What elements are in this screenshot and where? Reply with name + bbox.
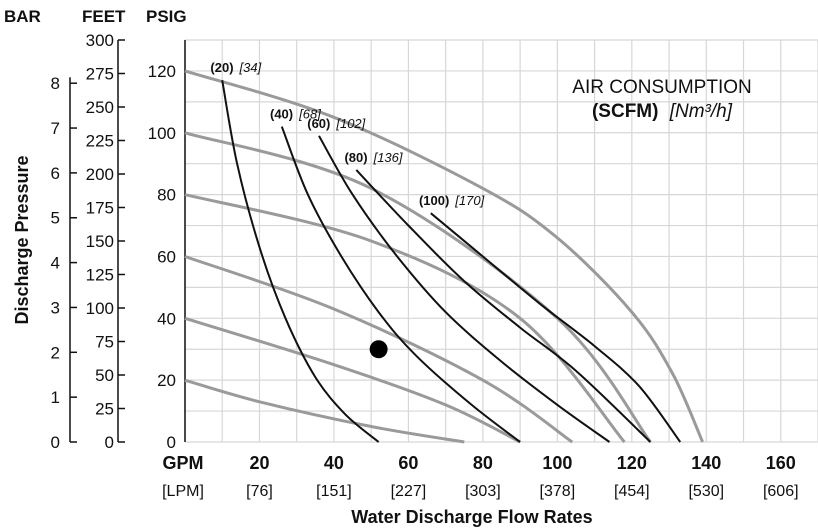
air-curve-label-scfm: (60) xyxy=(307,116,330,131)
lpm-tick-label: [530] xyxy=(688,483,724,500)
gpm-label: GPM xyxy=(162,453,203,473)
psig-tick-label: 120 xyxy=(148,62,176,81)
air-consumption-curve xyxy=(430,212,682,443)
bar-tick-label: 3 xyxy=(51,298,60,317)
feet-tick-label: 50 xyxy=(95,366,114,385)
bar-tick-label: 6 xyxy=(51,164,60,183)
feet-tick-label: 125 xyxy=(86,266,114,285)
air-consumption-curves: (20) [34] (40) [68](60) [102] (80) [136] (100) [… xyxy=(210,60,682,443)
bar-tick-label: 1 xyxy=(51,388,60,407)
feet-tick-label: 300 xyxy=(86,31,114,50)
performance-curve xyxy=(184,131,652,443)
lpm-tick-label: [606] xyxy=(763,483,799,500)
legend-units: (SCFM) [Nm³/h] xyxy=(592,101,733,122)
legend-title: AIR CONSUMPTION xyxy=(572,77,751,98)
gpm-tick-label: 120 xyxy=(617,453,647,473)
x-axis-title: Water Discharge Flow Rates xyxy=(351,507,592,527)
lpm-tick-label: [227] xyxy=(391,483,427,500)
bar-tick-label: 7 xyxy=(51,119,60,138)
air-curve-label-nm3h: [136] xyxy=(373,150,403,165)
legend-scfm: (SCFM) xyxy=(592,101,658,122)
gpm-tick-label: 20 xyxy=(249,453,269,473)
psig-tick-label: 100 xyxy=(148,124,176,143)
feet-tick-label: 200 xyxy=(86,165,114,184)
operating-point-group xyxy=(369,340,388,359)
legend-nm3h: [Nm³/h] xyxy=(669,101,733,122)
lpm-tick-label: [303] xyxy=(465,483,501,500)
y-axis-title: Discharge Pressure xyxy=(12,155,32,324)
feet-tick-label: 250 xyxy=(86,98,114,117)
gpm-tick-label: 80 xyxy=(473,453,493,473)
feet-tick-label: 175 xyxy=(86,199,114,218)
bar-tick-label: 4 xyxy=(51,254,60,273)
lpm-tick-label: [151] xyxy=(316,483,352,500)
air-consumption-curve xyxy=(318,135,611,443)
lpm-tick-label: [454] xyxy=(614,483,650,500)
air-curve-label-nm3h: [34] xyxy=(239,60,262,75)
air-curve-label-nm3h: [102] xyxy=(335,116,365,131)
air-curve-label-scfm: (40) xyxy=(270,107,293,122)
psig-tick-label: 20 xyxy=(157,371,176,390)
psig-tick-label: 0 xyxy=(167,433,176,452)
air-curve-label-scfm: (80) xyxy=(344,150,367,165)
feet-tick-label: 225 xyxy=(86,132,114,151)
psig-tick-label: 60 xyxy=(157,247,176,266)
air-curve-label: (100) [170] xyxy=(419,193,485,208)
feet-tick-label: 25 xyxy=(95,400,114,419)
grid xyxy=(184,39,818,443)
psig-tick-label: 80 xyxy=(157,186,176,205)
air-curve-label-scfm: (100) xyxy=(419,193,449,208)
feet-tick-label: 75 xyxy=(95,333,114,352)
air-consumption-curve xyxy=(280,126,521,443)
gpm-tick-label: 100 xyxy=(542,453,572,473)
lpm-tick-label: [76] xyxy=(246,483,273,500)
bar-tick-label: 2 xyxy=(51,343,60,362)
air-curve-label: (60) [102] xyxy=(307,116,365,131)
feet-tick-label: 275 xyxy=(86,65,114,84)
performance-curve xyxy=(184,378,465,444)
psig-tick-label: 40 xyxy=(157,309,176,328)
bar-tick-label: 8 xyxy=(51,74,60,93)
axes: 0123456780255075100125150175200225250275… xyxy=(51,31,799,500)
lpm-tick-label: [378] xyxy=(540,483,576,500)
gpm-tick-label: 140 xyxy=(691,453,721,473)
air-curve-label-nm3h: [170] xyxy=(454,193,484,208)
gpm-tick-label: 40 xyxy=(324,453,344,473)
air-curve-label: (80) [136] xyxy=(344,150,402,165)
operating-point xyxy=(369,340,388,359)
feet-tick-label: 150 xyxy=(86,232,114,251)
bar-header: BAR xyxy=(4,7,41,26)
air-curve-label-scfm: (20) xyxy=(210,60,233,75)
performance-curve xyxy=(184,69,704,443)
feet-tick-label: 0 xyxy=(105,433,114,452)
bar-tick-label: 0 xyxy=(51,433,60,452)
lpm-label: [LPM] xyxy=(162,483,204,500)
gpm-tick-label: 60 xyxy=(398,453,418,473)
air-curve-label: (40) [68] xyxy=(270,107,321,122)
performance-curve xyxy=(184,193,626,443)
air-consumption-curve xyxy=(355,169,652,443)
bar-tick-label: 5 xyxy=(51,209,60,228)
feet-tick-label: 100 xyxy=(86,299,114,318)
air-curve-label: (20) [34] xyxy=(210,60,261,75)
gpm-tick-label: 160 xyxy=(766,453,796,473)
feet-header: FEET xyxy=(82,7,126,26)
psig-header: PSIG xyxy=(146,7,187,26)
performance-curve xyxy=(184,316,521,444)
air-consumption-curve xyxy=(221,80,380,443)
air-curve-label-nm3h: [68] xyxy=(298,107,321,122)
